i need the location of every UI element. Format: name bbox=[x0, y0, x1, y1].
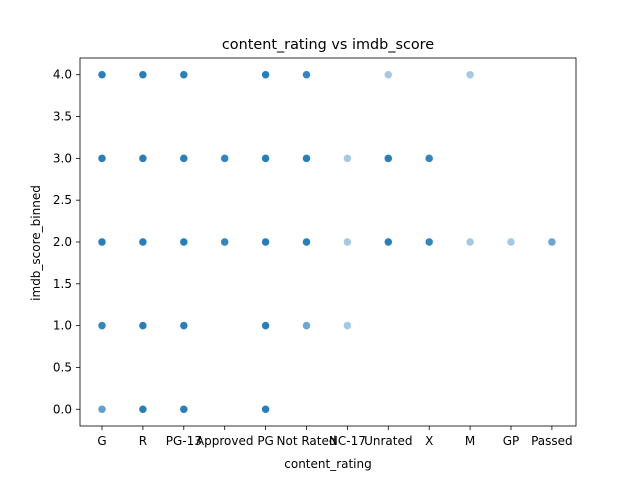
x-tick-label: R bbox=[139, 434, 147, 448]
data-point bbox=[138, 321, 148, 330]
x-tick-label: Not Rated bbox=[277, 434, 337, 448]
data-point bbox=[343, 321, 352, 330]
y-axis-label: imdb_score_binned bbox=[29, 185, 43, 301]
data-point bbox=[424, 237, 434, 247]
data-point bbox=[302, 237, 311, 247]
y-tick-label: 0.0 bbox=[53, 402, 72, 416]
x-tick-label: Unrated bbox=[364, 434, 412, 448]
data-point bbox=[383, 70, 393, 80]
y-tick-label: 0.5 bbox=[53, 360, 72, 374]
data-point bbox=[261, 154, 270, 163]
data-point bbox=[383, 154, 393, 163]
data-point bbox=[302, 321, 311, 330]
data-point bbox=[179, 404, 189, 414]
data-point bbox=[261, 70, 270, 80]
x-axis-label: content_rating bbox=[284, 457, 372, 471]
x-tick-label: GP bbox=[503, 434, 520, 448]
data-point bbox=[261, 404, 270, 414]
x-tick-label: M bbox=[465, 434, 475, 448]
x-tick-label: G bbox=[97, 434, 106, 448]
data-point bbox=[261, 237, 270, 247]
y-tick-label: 2.5 bbox=[53, 193, 72, 207]
data-point bbox=[97, 404, 107, 414]
x-tick-label: PG bbox=[257, 434, 274, 448]
data-point bbox=[179, 70, 189, 80]
data-point bbox=[506, 237, 516, 247]
data-point bbox=[179, 154, 189, 163]
data-point bbox=[465, 70, 475, 80]
data-point bbox=[138, 70, 148, 80]
data-point bbox=[220, 154, 229, 163]
y-tick-label: 3.5 bbox=[53, 110, 72, 124]
y-tick-label: 1.0 bbox=[53, 319, 72, 333]
data-point bbox=[179, 321, 189, 330]
data-point bbox=[547, 237, 557, 247]
chart-title: content_rating vs imdb_score bbox=[222, 37, 434, 53]
plot-area: 0.0 0.5 1.0 1.5 2.0 2.5 3.0 3.5 4.0 G R PG-13Approv… bbox=[53, 57, 577, 448]
data-point bbox=[343, 237, 352, 247]
data-point bbox=[465, 237, 475, 247]
data-point bbox=[302, 70, 311, 80]
data-point bbox=[343, 154, 352, 163]
data-point bbox=[261, 321, 270, 330]
y-tick-label: 3.0 bbox=[53, 151, 72, 165]
data-point bbox=[424, 154, 434, 163]
y-tick-label: 4.0 bbox=[53, 68, 72, 82]
plot-frame bbox=[79, 57, 577, 427]
data-point bbox=[138, 404, 148, 414]
x-tick-label: NC-17 bbox=[329, 434, 366, 448]
y-tick-label: 1.5 bbox=[53, 277, 72, 291]
x-tick-label: Passed bbox=[531, 434, 573, 448]
data-point bbox=[383, 237, 393, 247]
data-point bbox=[302, 154, 311, 163]
data-point bbox=[138, 154, 148, 163]
x-tick-label: X bbox=[425, 434, 433, 448]
data-point bbox=[97, 70, 107, 80]
data-point bbox=[138, 237, 148, 247]
data-point bbox=[179, 237, 189, 247]
x-tick-label: Approved bbox=[196, 434, 254, 448]
data-point bbox=[97, 321, 107, 330]
data-point bbox=[220, 237, 229, 247]
data-point bbox=[97, 154, 107, 163]
y-tick-label: 2.0 bbox=[53, 235, 72, 249]
data-point bbox=[97, 237, 107, 247]
x-tick-label: PG-13 bbox=[166, 434, 202, 448]
